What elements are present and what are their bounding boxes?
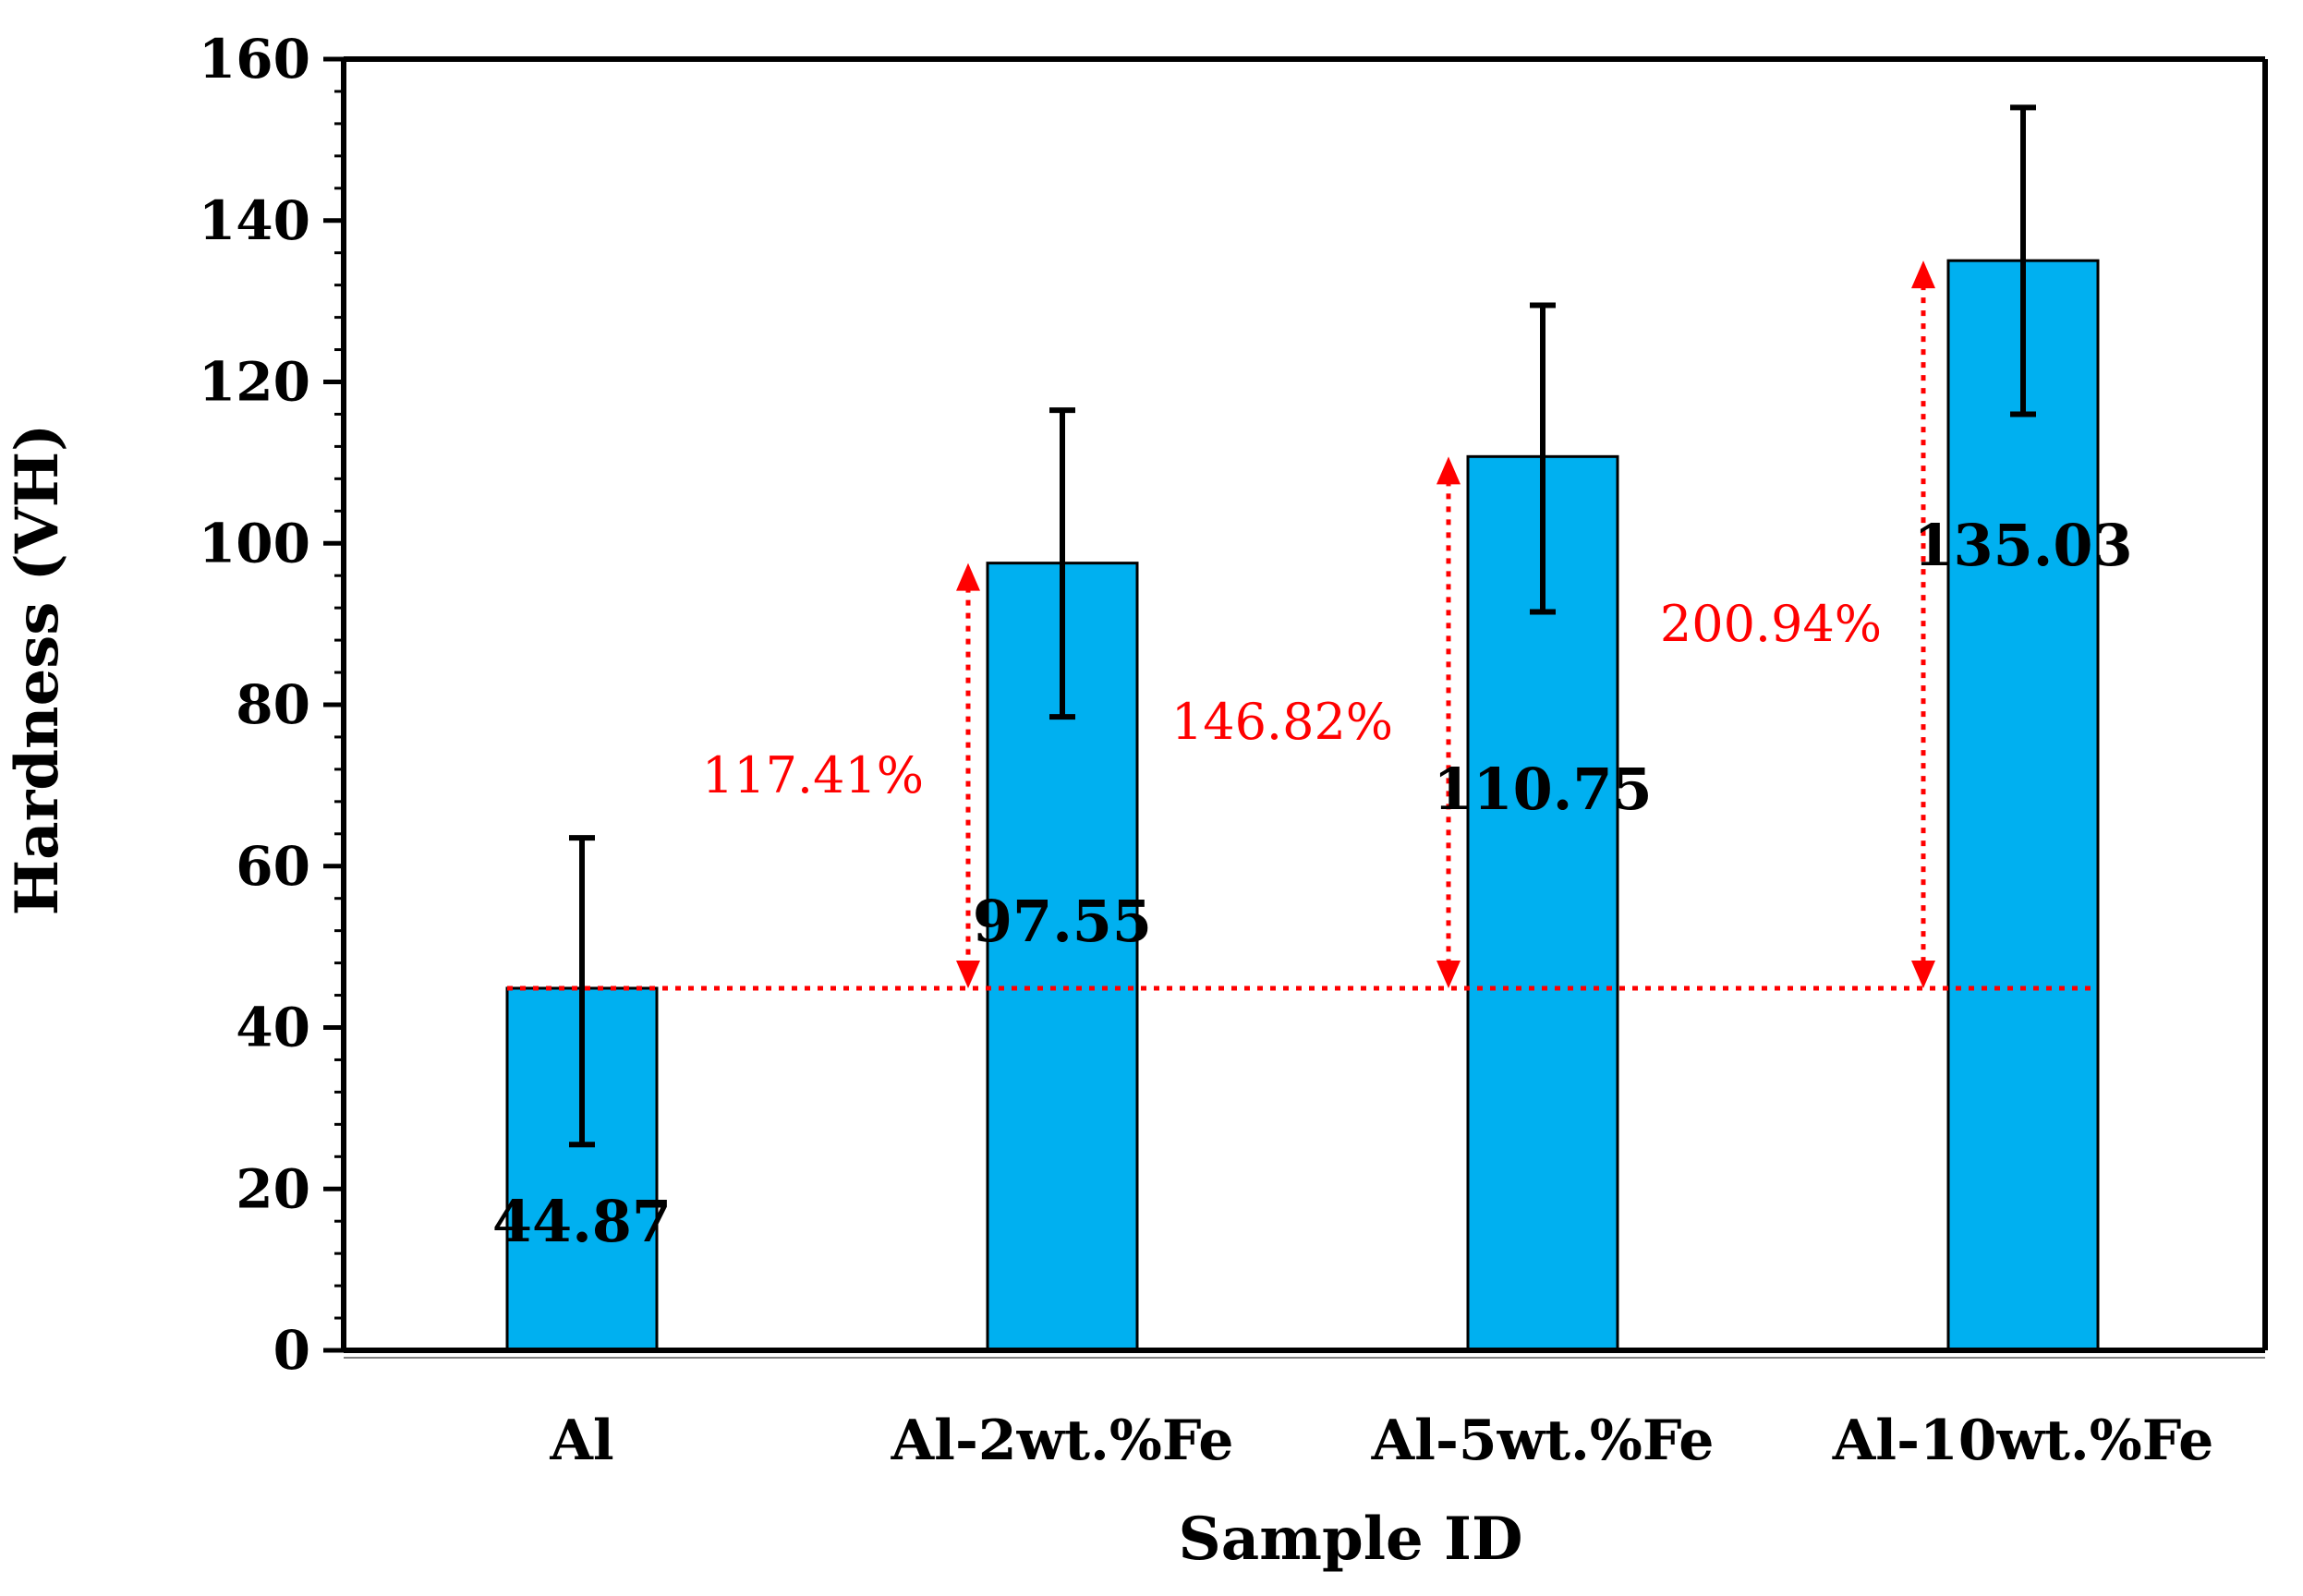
y-tick-label: 100	[199, 512, 310, 574]
increase-percent-label: 200.94%	[1660, 595, 1882, 653]
arrow-head-down-Al-5wt.%Fe	[1436, 960, 1461, 988]
y-tick-label: 40	[236, 997, 310, 1059]
arrow-head-up-Al-2wt.%Fe	[956, 562, 980, 591]
y-tick-label: 160	[199, 28, 310, 91]
arrow-head-down-Al-10wt.%Fe	[1911, 960, 1935, 988]
x-tick-label-Al: Al	[549, 1409, 613, 1473]
data-label-Al-5wt.%Fe: 110.75	[1433, 756, 1652, 823]
y-tick-label: 20	[236, 1157, 310, 1220]
y-axis-title: Hardness (VH)	[3, 424, 72, 916]
data-label-Al: 44.87	[492, 1188, 672, 1255]
y-tick-label: 0	[273, 1319, 310, 1382]
arrow-head-up-Al-5wt.%Fe	[1436, 456, 1461, 485]
x-tick-label-Al-5wt.%Fe: Al-5wt.%Fe	[1371, 1409, 1715, 1473]
y-tick-label: 60	[236, 835, 310, 898]
increase-percent-label: 146.82%	[1171, 693, 1393, 751]
y-tick-label: 120	[199, 351, 310, 414]
y-tick-label: 140	[199, 189, 310, 252]
bar-Al-10wt.%Fe	[1946, 259, 2100, 1352]
data-label-Al-10wt.%Fe: 135.03	[1913, 512, 2132, 579]
arrow-head-down-Al-2wt.%Fe	[956, 960, 980, 988]
y-tick-label: 80	[236, 673, 310, 736]
x-tick-label-Al-10wt.%Fe: Al-10wt.%Fe	[1832, 1409, 2214, 1473]
x-axis-title: Sample ID	[1179, 1505, 1523, 1574]
x-tick-label-Al-2wt.%Fe: Al-2wt.%Fe	[891, 1409, 1234, 1473]
increase-percent-label: 117.41%	[702, 746, 924, 804]
data-label-Al-2wt.%Fe: 97.55	[973, 888, 1152, 955]
arrow-head-up-Al-10wt.%Fe	[1911, 260, 1935, 289]
